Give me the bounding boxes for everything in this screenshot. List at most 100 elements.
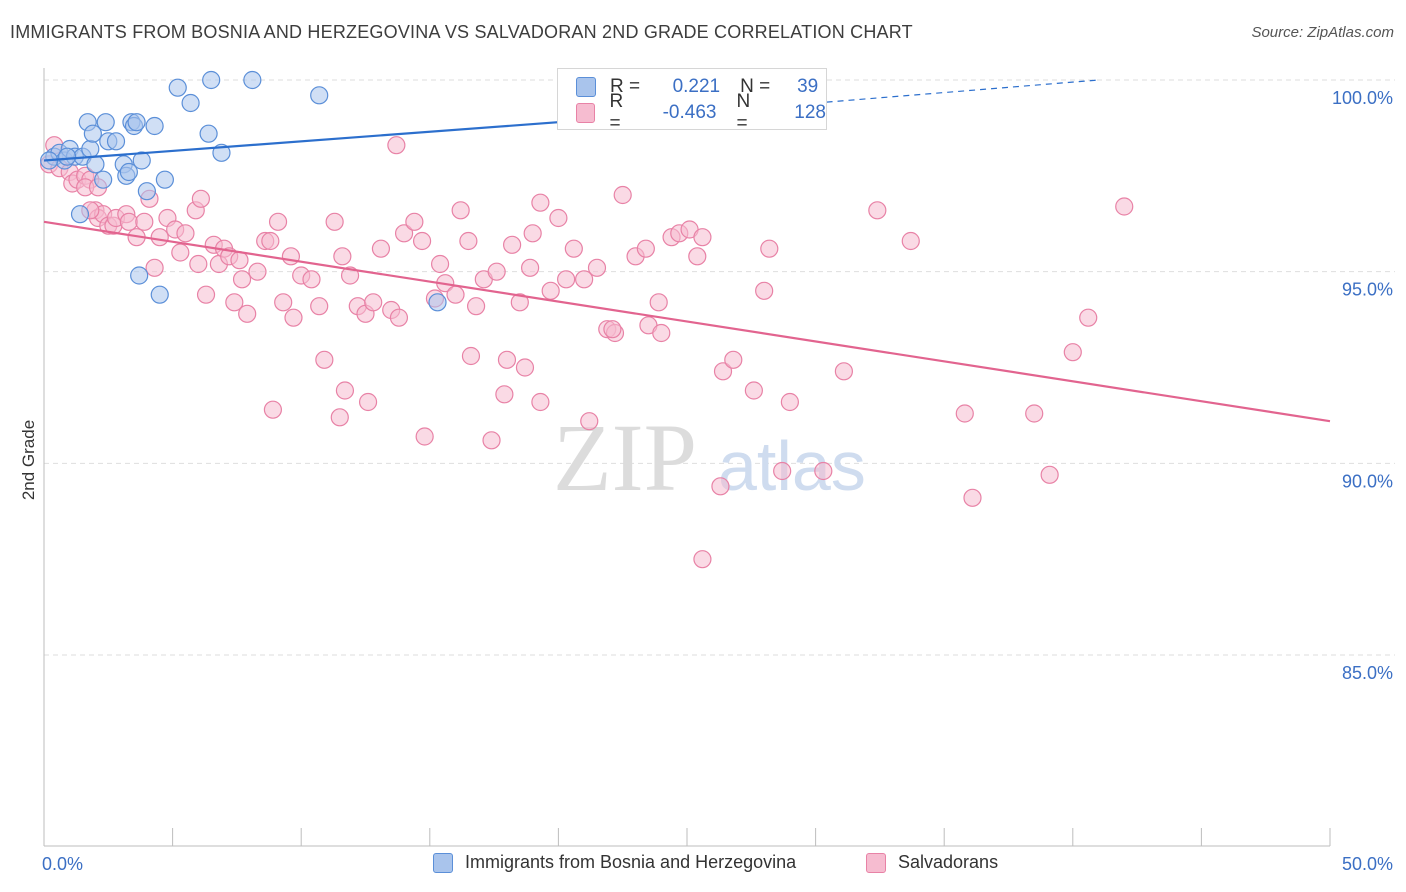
pink-data-point (189, 254, 208, 274)
pink-data-point (724, 350, 743, 369)
pink-n-value: 128 (794, 102, 826, 123)
pink-data-point (649, 293, 668, 312)
chart-source: Source: ZipAtlas.com (1251, 24, 1394, 41)
pink-data-point (238, 304, 257, 323)
pink-data-point (713, 362, 733, 381)
y-tick-label: 95.0% (1342, 280, 1393, 300)
stats-legend-box: R = 0.221 N = 39 R = -0.463 N = 128 (557, 68, 827, 134)
pink-data-point (310, 297, 329, 316)
pink-data-point (387, 136, 406, 155)
pink-data-point (482, 431, 501, 450)
blue-data-point (127, 113, 146, 132)
pink-data-point (196, 285, 216, 304)
pink-trend-line (43, 220, 1331, 423)
pink-data-point (145, 258, 164, 277)
watermark: ZIP atlas (553, 404, 866, 511)
pink-data-point (261, 231, 280, 251)
pink-data-point (446, 285, 465, 304)
n-label: N = (736, 91, 751, 134)
pink-data-point (225, 293, 244, 312)
pink-data-point (1040, 465, 1059, 484)
legend-swatch-pink (866, 852, 886, 873)
pink-data-point (503, 235, 522, 254)
pink-data-point (466, 297, 486, 316)
pink-data-point (230, 251, 249, 270)
pink-data-point (523, 224, 542, 243)
pink-data-point (955, 404, 974, 423)
blue-data-point (181, 93, 200, 113)
chart-title: IMMIGRANTS FROM BOSNIA AND HERZEGOVINA V… (10, 22, 913, 42)
stats-row-blue: R = 0.221 N = 39 (576, 74, 818, 100)
pink-data-point (575, 270, 594, 289)
pink-data-point (693, 550, 712, 569)
pink-data-point (191, 189, 210, 208)
legend-item-salvadorans[interactable]: Salvadorans (866, 852, 998, 873)
pink-data-point (451, 201, 470, 220)
blue-data-point (202, 70, 221, 90)
pink-data-point (755, 281, 774, 300)
pink-swatch (576, 103, 596, 123)
blue-data-point (150, 285, 169, 304)
pink-data-point (389, 308, 409, 327)
pink-data-point (119, 212, 138, 231)
pink-data-point (510, 293, 529, 312)
pink-data-point (652, 323, 671, 343)
blue-r-value: 0.221 (672, 76, 721, 97)
x-tick-label: 50.0% (1342, 854, 1393, 874)
pink-data-point (773, 461, 792, 481)
blue-data-point (137, 182, 156, 201)
pink-data-point (412, 231, 432, 251)
y-tick-label: 90.0% (1342, 471, 1393, 491)
watermark-zip: ZIP (553, 404, 697, 511)
bottom-legend: Immigrants from Bosnia and Herzegovina S… (0, 852, 1406, 880)
blue-data-point (83, 124, 102, 143)
pink-data-point (1079, 308, 1098, 327)
blue-data-point (130, 266, 149, 285)
blue-data-point (243, 70, 262, 90)
pink-data-point (135, 212, 154, 231)
pink-data-point (521, 258, 540, 277)
pink-data-point (171, 243, 190, 262)
pink-data-point (814, 461, 833, 481)
pink-data-point (515, 358, 535, 377)
pink-data-point (1063, 343, 1082, 362)
blue-data-point (86, 155, 105, 174)
pink-data-point (1115, 197, 1134, 216)
pink-data-point (315, 350, 334, 369)
pink-r-value: -0.463 (662, 102, 717, 123)
pink-data-point (335, 381, 355, 400)
blue-data-point (119, 162, 138, 182)
pink-data-point (405, 212, 424, 231)
pink-data-point (364, 293, 383, 312)
pink-data-point (603, 320, 622, 339)
pink-data-point (461, 346, 481, 366)
pink-data-point (531, 193, 550, 212)
pink-data-point (325, 212, 344, 231)
legend-swatch-blue (433, 852, 453, 873)
blue-data-point (58, 147, 77, 166)
watermark-atlas: atlas (718, 427, 866, 505)
pink-data-point (330, 408, 349, 427)
stats-row-pink: R = -0.463 N = 128 (576, 91, 826, 134)
pink-data-point (564, 239, 583, 258)
axes (43, 68, 1331, 847)
r-label: R = (609, 91, 624, 134)
pink-data-point (580, 412, 599, 431)
pink-data-point (963, 488, 982, 507)
blue-swatch (576, 77, 596, 97)
pink-data-point (459, 231, 478, 251)
blue-data-point (145, 116, 164, 136)
pink-data-point (868, 201, 887, 220)
pink-data-point (232, 270, 252, 289)
x-tick-labels: 0.0% 50.0% (42, 854, 1393, 874)
x-tick-label: 0.0% (42, 854, 83, 874)
legend-item-bosnia[interactable]: Immigrants from Bosnia and Herzegovina (433, 852, 796, 873)
pink-data-point (333, 247, 352, 266)
y-tick-label: 85.0% (1342, 663, 1393, 683)
legend-label-salvadorans: Salvadorans (898, 852, 999, 872)
pink-data-point (281, 247, 301, 266)
pink-data-point (834, 362, 853, 381)
pink-data-point (274, 293, 293, 312)
pink-data-point (1025, 404, 1044, 423)
